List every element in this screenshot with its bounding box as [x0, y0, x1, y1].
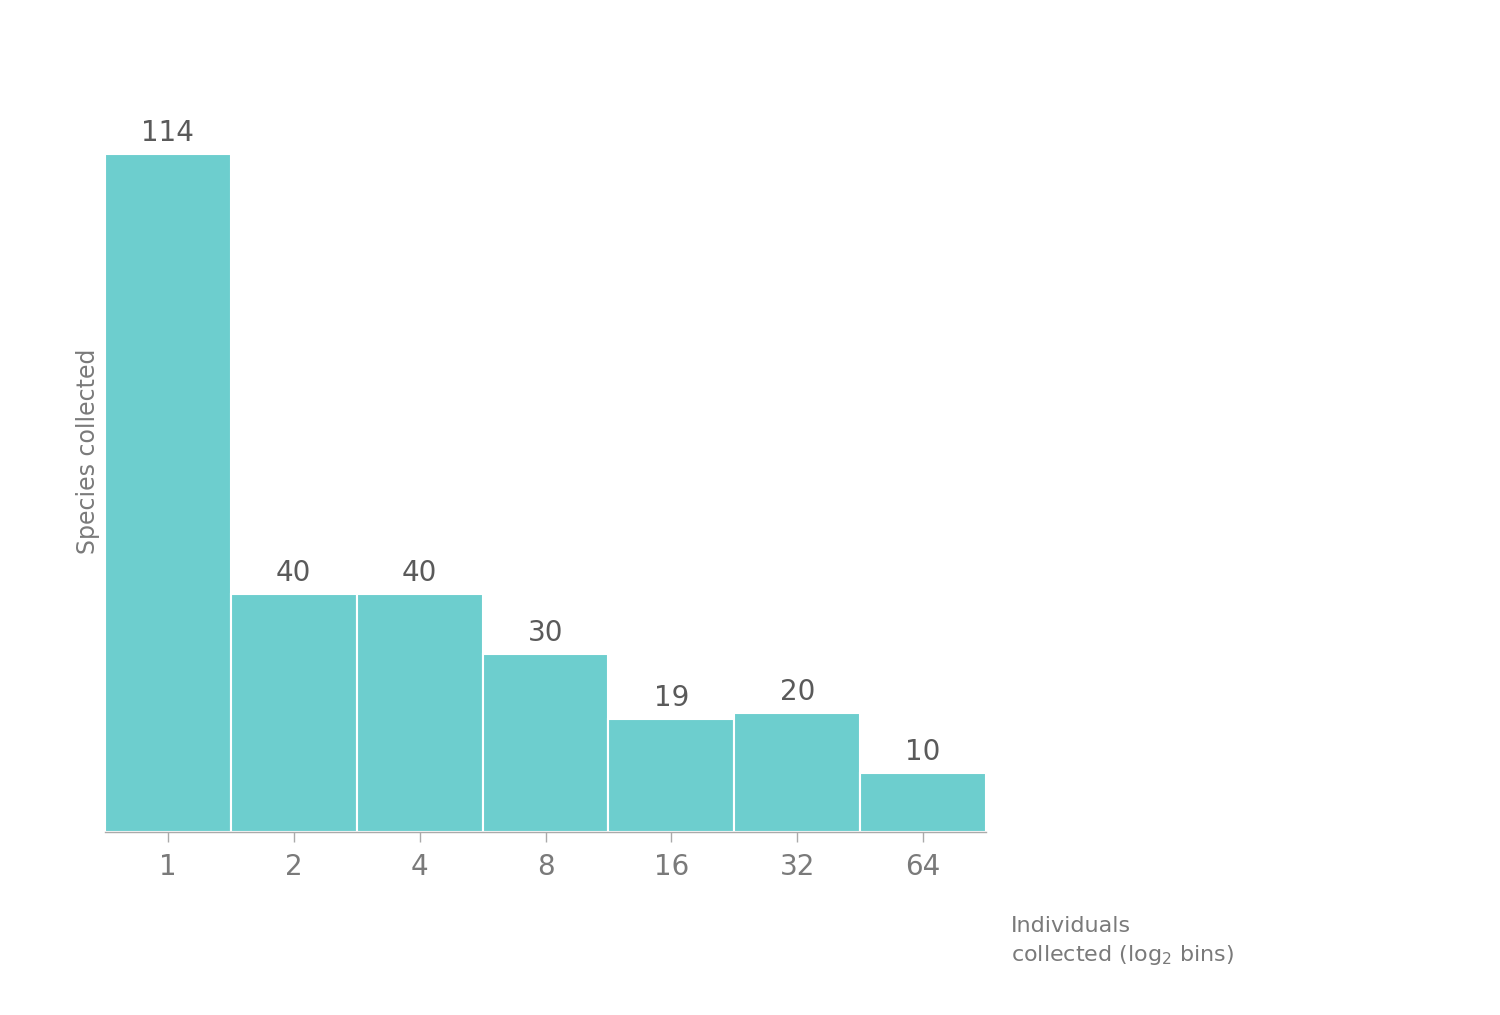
Bar: [357, 595, 483, 832]
Text: 19: 19: [654, 684, 688, 713]
Text: 40: 40: [276, 559, 312, 588]
Bar: [231, 595, 357, 832]
Bar: [735, 714, 860, 832]
Text: 30: 30: [528, 619, 564, 647]
Bar: [859, 772, 986, 832]
Bar: [609, 720, 735, 832]
Bar: [483, 654, 609, 832]
Text: 20: 20: [780, 678, 814, 706]
Text: 114: 114: [141, 119, 195, 147]
Y-axis label: Species collected: Species collected: [76, 349, 101, 554]
Text: 40: 40: [402, 559, 438, 588]
Bar: [105, 154, 231, 832]
Text: 10: 10: [906, 738, 940, 765]
Text: Individuals
collected (log$_2$ bins): Individuals collected (log$_2$ bins): [1011, 916, 1234, 966]
